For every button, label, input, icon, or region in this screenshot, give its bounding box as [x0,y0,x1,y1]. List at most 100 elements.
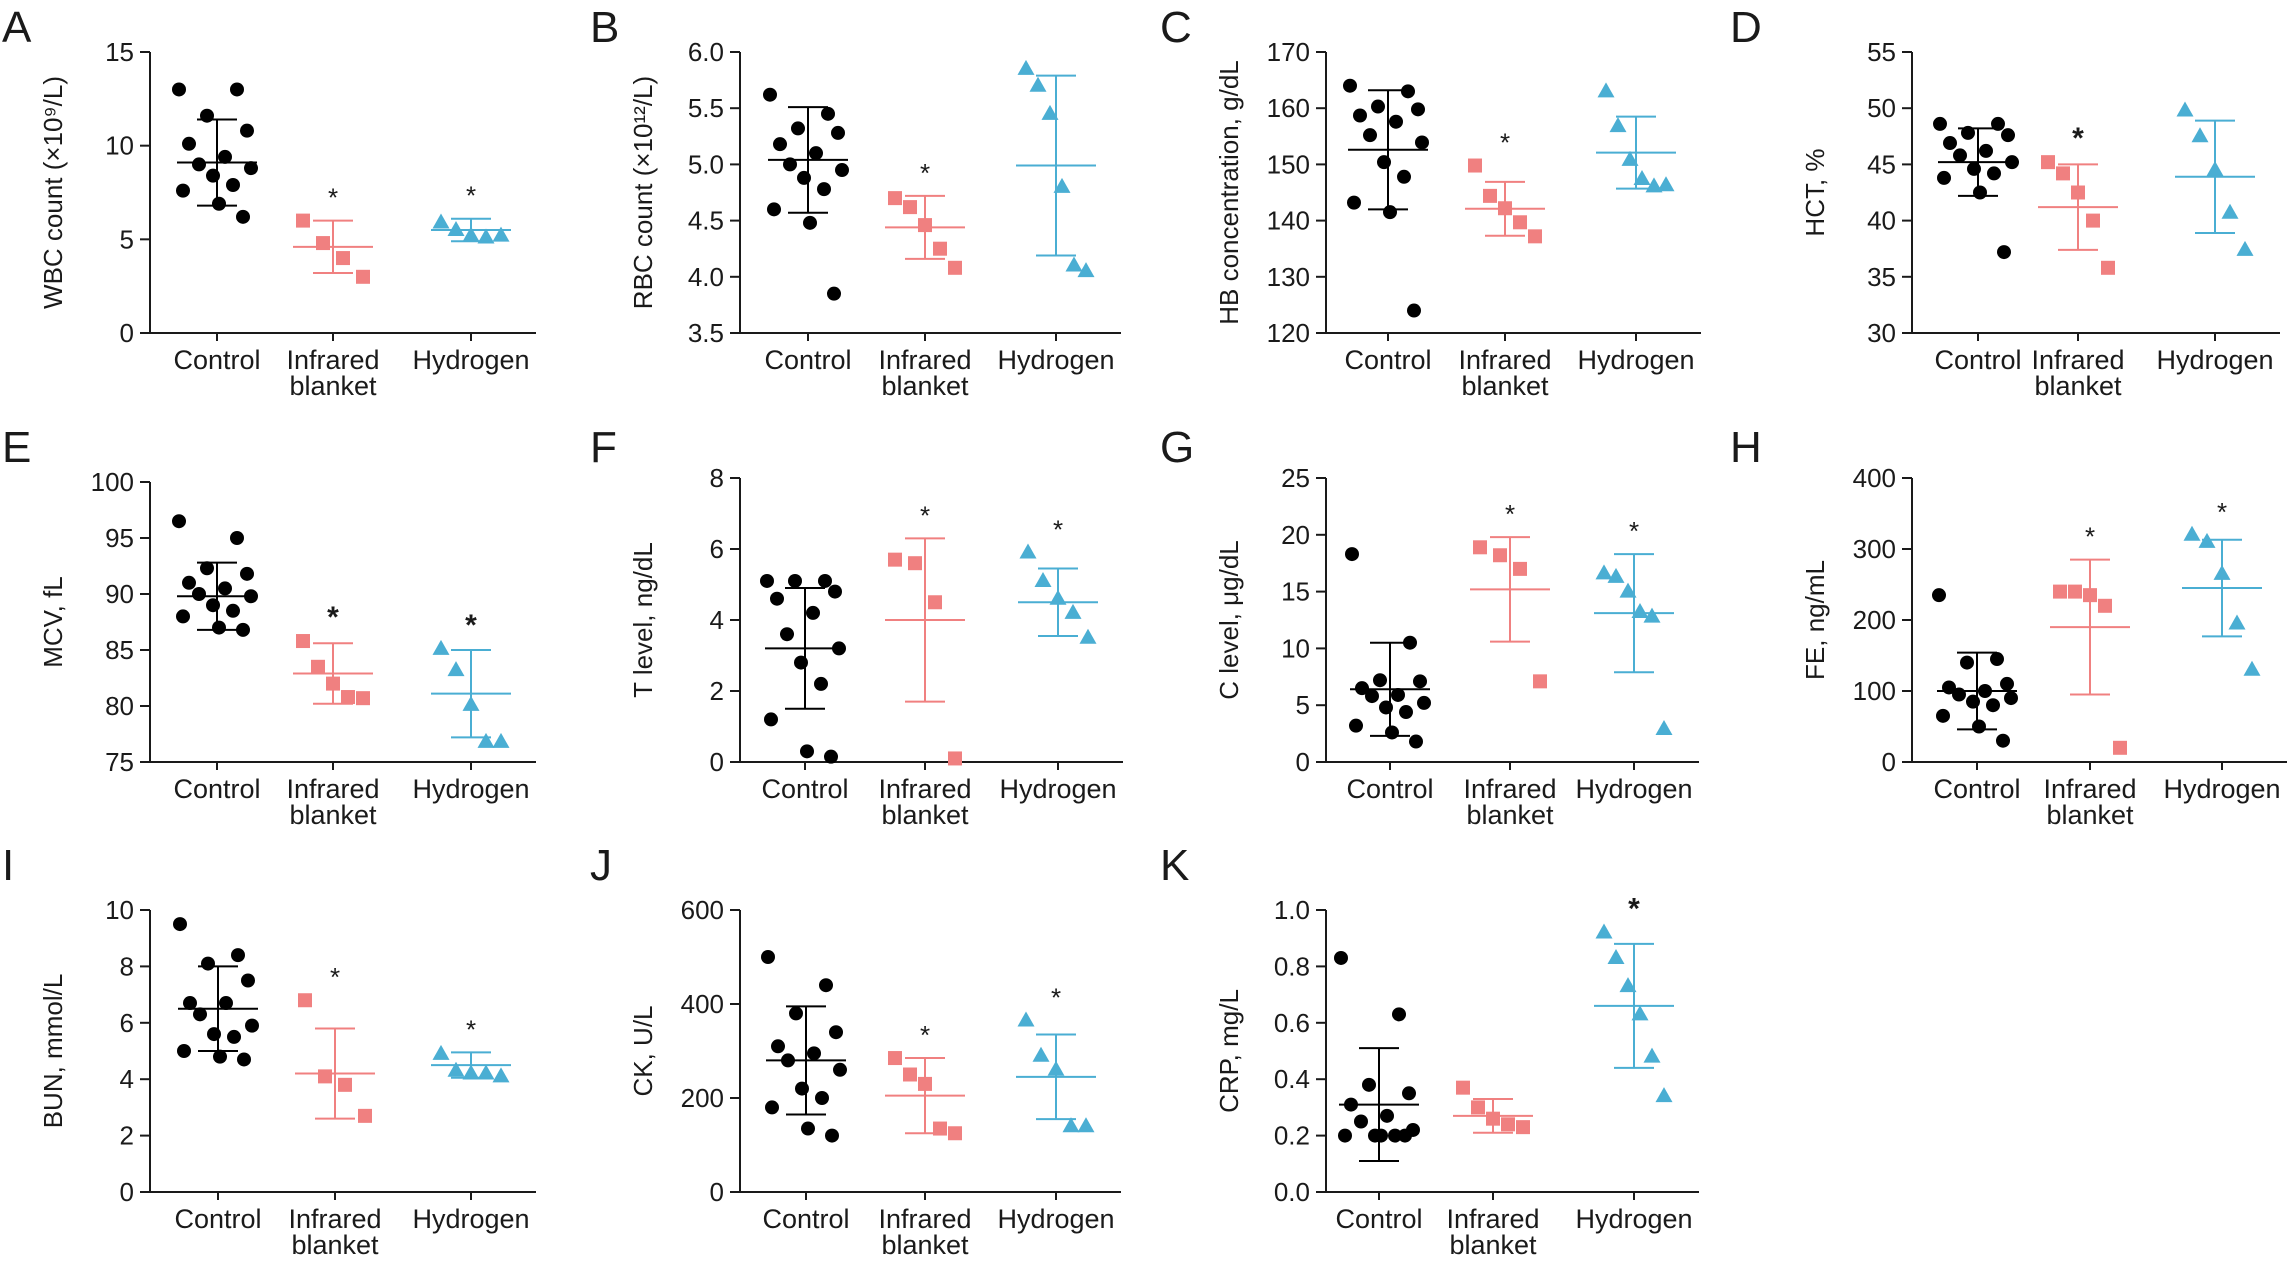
group-hydrogen: * [1594,893,1674,1103]
data-point [1079,628,1097,644]
y-tick-label: 0 [710,747,724,777]
x-tick-label: Infrared blanket [1446,1204,1539,1260]
data-point [918,218,932,233]
group-control [1343,78,1429,318]
data-point [1029,76,1047,92]
data-point [1388,1128,1402,1143]
y-tick-label: 1.0 [1274,895,1310,925]
y-tick-label: 2 [710,676,724,706]
data-point [1657,176,1675,192]
data-point [1943,136,1957,151]
y-tick-label: 120 [1267,318,1310,348]
data-point [1990,652,2004,667]
y-tick-label: 75 [105,747,134,777]
data-point [1401,84,1415,99]
y-tick-label: 10 [1281,633,1310,663]
group-infrared-blanket [1453,1080,1533,1135]
data-point [341,690,355,705]
data-point [2056,166,2070,181]
data-point [1365,689,1379,704]
data-point [1972,719,1986,734]
x-tick-label: Infrared blanket [878,774,971,830]
y-tick-label: 150 [1267,149,1310,179]
data-point [213,1049,227,1064]
x-tick-label: Control [1934,345,2021,375]
panel-f: F 0 2 4 6 8 T level, ng/dL Control Infrared blank… [590,423,1123,830]
data-point [1979,143,1993,158]
panel-g: G 0 5 10 15 20 25 C level, μg/dL Control Infrared… [1160,423,1699,830]
data-point [207,1027,221,1042]
group-infrared-blanket: * [1465,128,1545,244]
data-point [1498,201,1512,216]
x-tick-label: Hydrogen [997,345,1114,375]
y-axis-label: WBC count (×10⁹/L) [38,76,68,309]
data-point [311,659,325,674]
x-tick-label: Hydrogen [999,774,1116,804]
data-point [236,209,250,224]
data-point [1391,687,1405,702]
data-point [1017,1011,1035,1027]
y-tick-label: 90 [105,579,134,609]
y-tick-label: 0 [710,1177,724,1207]
y-tick-label: 20 [1281,520,1310,550]
data-point [1345,547,1359,562]
y-tick-label: 600 [681,895,724,925]
data-point [356,691,370,706]
data-point [1471,1100,1485,1115]
data-point [773,137,787,152]
data-point [1609,117,1627,133]
significance-star: * [1500,128,1510,158]
data-point [2191,127,2209,143]
data-point [794,655,808,670]
data-point [789,1006,803,1021]
data-point [918,1076,932,1091]
data-point [230,82,244,97]
x-tick-label: Hydrogen [1577,345,1694,375]
data-point [1064,603,1082,619]
data-point [212,620,226,635]
x-tick-label: Infrared blanket [1458,345,1551,401]
data-point [2228,614,2246,630]
data-point [2071,185,2085,200]
data-point [2221,203,2239,219]
data-point [2068,584,2082,599]
data-point [298,993,312,1008]
data-point [1338,1128,1352,1143]
data-point [1041,104,1059,120]
data-point [1986,698,2000,713]
data-point [1513,561,1527,576]
panel-e: E 75 80 85 90 95 100 MCV, fL Control Infrared blan… [2,423,536,830]
data-point [833,1062,847,1077]
data-point [1383,205,1397,220]
y-axis-label: HB concentration, g/dL [1214,60,1244,325]
significance-star: * [1053,515,1063,545]
data-point [176,609,190,624]
data-point [358,1108,372,1123]
data-point [200,108,214,123]
data-point [832,641,846,656]
data-point [1619,582,1637,598]
panel-letter: G [1160,423,1194,472]
data-point [1516,1120,1530,1135]
data-point [1942,680,1956,695]
data-point [818,573,832,588]
data-point [318,1069,332,1084]
data-point [806,605,820,620]
data-point [1655,720,1673,736]
group-control [1933,116,2019,260]
data-point [1978,684,1992,698]
y-tick-label: 55 [1867,37,1896,67]
data-point [1533,674,1547,689]
y-tick-label: 0.6 [1274,1008,1310,1038]
group-hydrogen: * [1594,516,1674,736]
data-point [1363,128,1377,143]
data-point [1655,1087,1673,1103]
data-point [2176,101,2194,117]
data-point [821,106,835,121]
group-control [763,87,849,301]
data-point [801,1121,815,1136]
data-point [1473,540,1487,555]
group-infrared-blanket: * [293,601,373,706]
data-point [928,595,942,610]
y-tick-label: 6 [710,534,724,564]
